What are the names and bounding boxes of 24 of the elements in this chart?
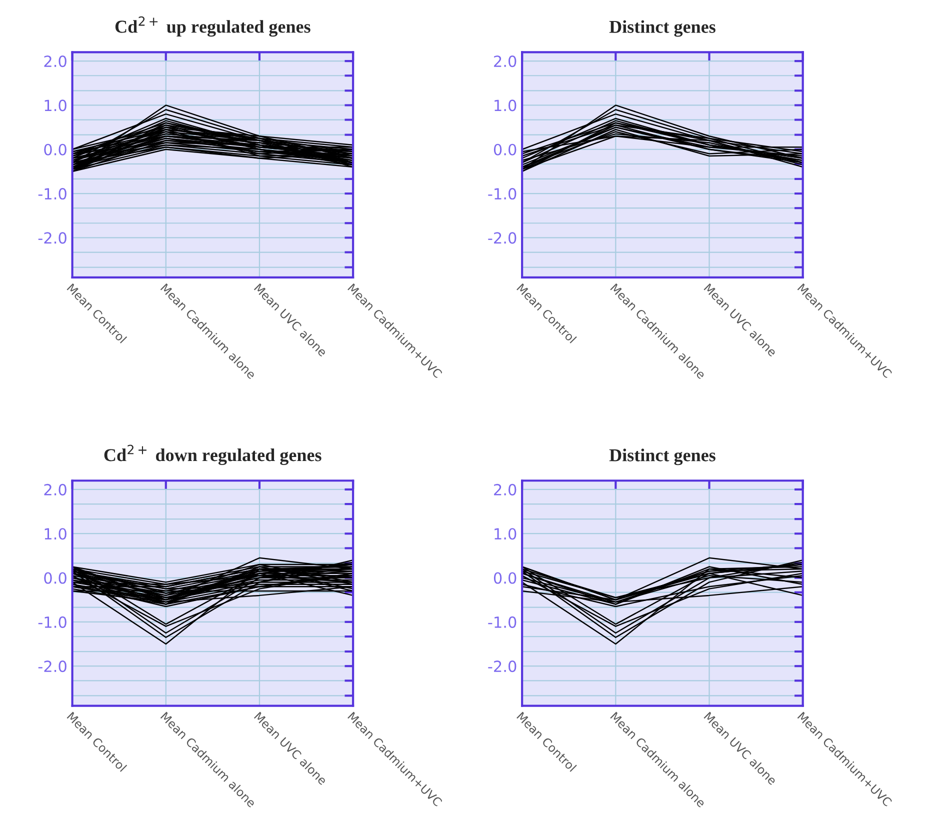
y-tick-label: -2.0 <box>488 232 516 244</box>
y-tick-label: 0.0 <box>44 144 66 156</box>
y-tick-label: -1.0 <box>488 616 516 628</box>
chart-title: Distinct genes <box>609 448 716 466</box>
chart-title: Cd$^{2+}$ up regulated genes <box>115 16 310 37</box>
y-tick-label: 0.0 <box>44 572 66 584</box>
chart-title: Distinct genes <box>609 20 716 37</box>
y-tick-label: 1.0 <box>494 100 516 112</box>
y-tick-label: 2.0 <box>44 56 66 68</box>
y-tick-label: 0.0 <box>494 144 516 156</box>
y-tick-label: -1.0 <box>38 616 66 628</box>
y-tick-label: 2.0 <box>494 56 516 68</box>
y-tick-label: -1.0 <box>488 188 516 200</box>
y-tick-label: -2.0 <box>38 660 66 672</box>
y-tick-label: 0.0 <box>494 572 516 584</box>
y-tick-label: 1.0 <box>44 100 66 112</box>
y-tick-label: -2.0 <box>38 232 66 244</box>
y-tick-label: 1.0 <box>44 528 66 540</box>
y-tick-label: 2.0 <box>494 484 516 496</box>
y-tick-label: 1.0 <box>494 528 516 540</box>
y-tick-label: -1.0 <box>38 188 66 200</box>
chart-title: Cd$^{2+}$ down regulated genes <box>104 444 322 466</box>
y-tick-label: -2.0 <box>488 660 516 672</box>
y-tick-label: 2.0 <box>44 484 66 496</box>
